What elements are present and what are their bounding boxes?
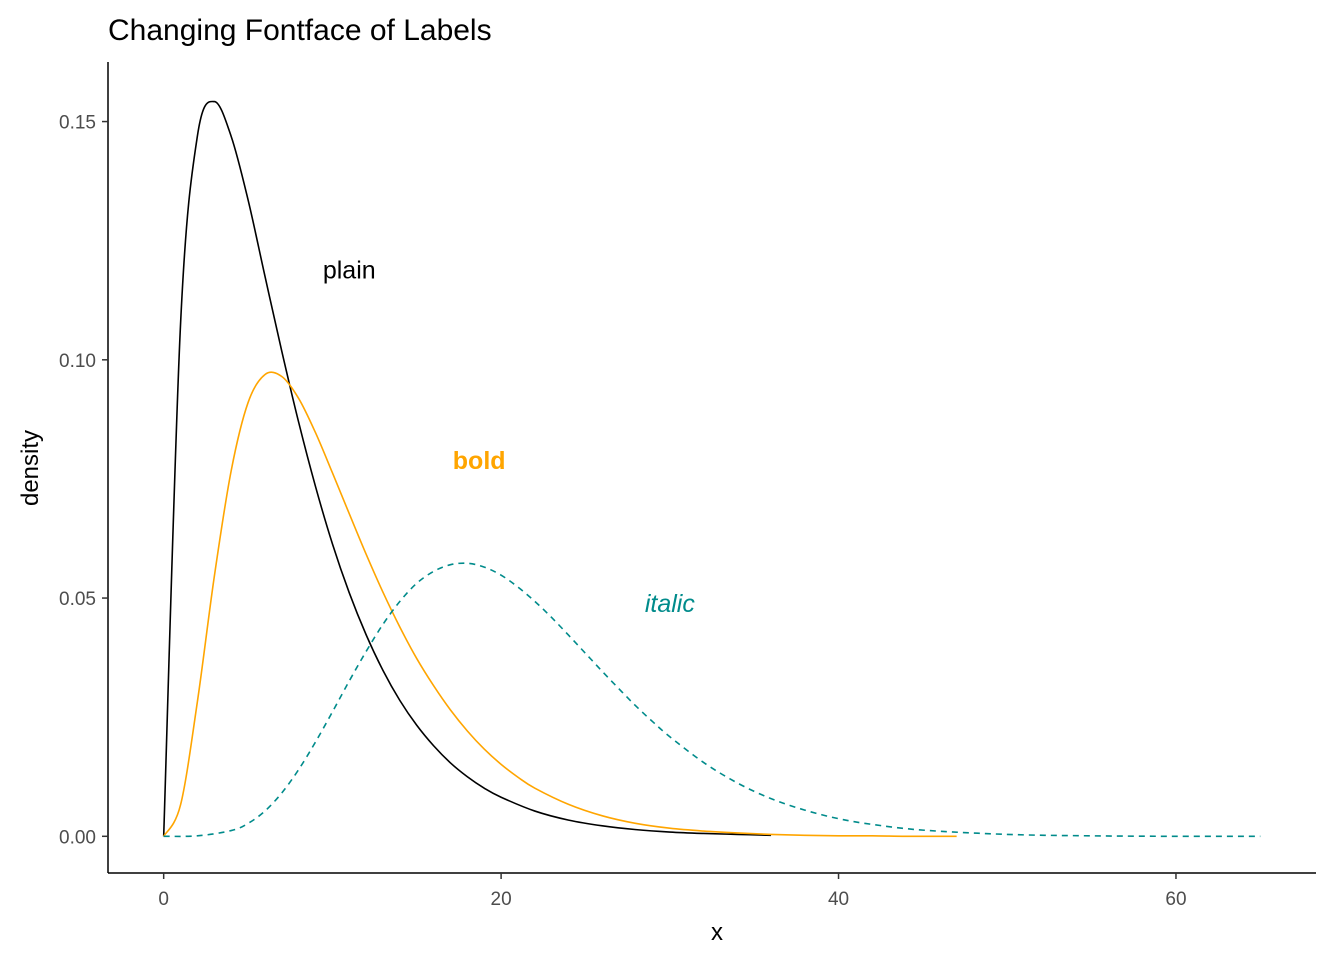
x-tick-label: 40 (828, 889, 849, 910)
y-tick-label: 0.00 (59, 827, 96, 848)
y-axis-ticks: 0.00 0.05 0.10 0.15 (59, 113, 108, 848)
chart-title: Changing Fontface of Labels (108, 14, 492, 47)
y-tick-label: 0.05 (59, 589, 96, 610)
y-axis-title: density (17, 430, 44, 506)
x-tick-label: 60 (1165, 889, 1186, 910)
annotation-italic: italic (645, 590, 696, 618)
annotation-layer: plain bold italic (323, 256, 695, 618)
y-tick-label: 0.15 (59, 113, 96, 134)
annotation-plain: plain (323, 256, 376, 284)
series-line-3 (163, 562, 1261, 838)
x-tick-label: 20 (491, 889, 512, 910)
series-layer (162, 100, 1261, 838)
annotation-bold: bold (453, 447, 506, 475)
x-axis-title: x (711, 919, 723, 946)
x-axis-ticks: 0 20 40 60 (158, 873, 1187, 910)
series-line-2 (162, 371, 957, 838)
y-tick-label: 0.10 (59, 351, 96, 372)
plot-panel: plain bold italic (162, 100, 1261, 838)
series-line-1 (162, 100, 772, 837)
x-tick-label: 0 (158, 889, 169, 910)
